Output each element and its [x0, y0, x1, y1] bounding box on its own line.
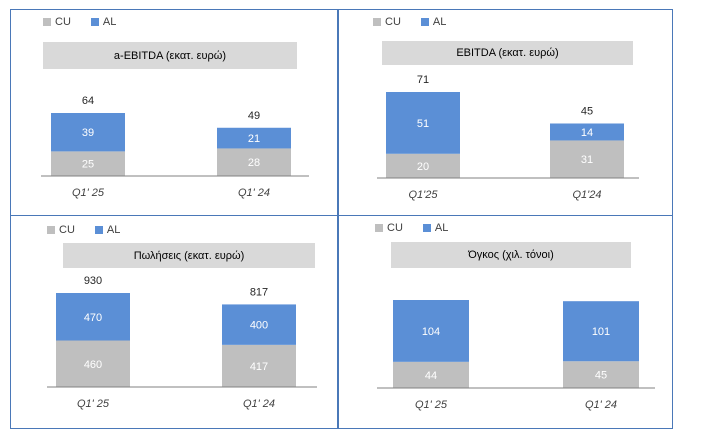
- bar-cu-0: [386, 153, 460, 178]
- bar-al-0: [51, 113, 125, 152]
- chart-panel-volume: CU AL Όγκος (χιλ. τόνοι) 44 104 Q1' 25 45 10…: [338, 215, 673, 429]
- legend-swatch-cu: [373, 18, 381, 26]
- legend-swatch-al: [420, 18, 429, 26]
- data-label-cu-1: 31: [581, 154, 593, 166]
- data-label-al-1: 21: [248, 133, 260, 145]
- total-label-0: 930: [84, 275, 102, 287]
- data-label-al-1: 400: [250, 320, 268, 332]
- legend-label-cu: CU: [59, 224, 75, 236]
- legend-item-al: AL: [94, 224, 121, 236]
- bar-cu-1: [217, 148, 291, 176]
- legend-label-cu: CU: [55, 16, 71, 28]
- data-label-al-0: 470: [84, 312, 102, 324]
- legend-item-cu: CU: [373, 16, 401, 28]
- legend-label-al: AL: [434, 222, 449, 234]
- data-label-al-0: 39: [82, 127, 94, 139]
- legend-item-al: AL: [422, 222, 449, 234]
- total-label-1: 45: [581, 105, 593, 117]
- legend-item-cu: CU: [47, 224, 75, 236]
- category-label-0: Q1' 25: [72, 187, 105, 199]
- legend-label-cu: CU: [385, 16, 401, 28]
- chart-plot: 44 104 Q1' 25 45 101 Q1' 24: [377, 300, 655, 411]
- chart-title: a-EBITDA (εκατ. ευρώ): [43, 42, 297, 69]
- bar-cu-1: [550, 140, 624, 178]
- data-label-al-1: 101: [592, 326, 610, 338]
- bar-cu-0: [51, 151, 125, 176]
- bar-cu-0: [393, 361, 469, 388]
- data-label-cu-1: 28: [248, 157, 260, 169]
- legend-label-al: AL: [106, 224, 121, 236]
- category-label-1: Q1' 24: [238, 187, 270, 199]
- bar-cu-1: [222, 344, 296, 387]
- category-label-1: Q1' 24: [585, 399, 617, 411]
- bar-al-1: [217, 127, 291, 149]
- chart-legend: CU AL: [43, 16, 136, 28]
- bar-al-0: [56, 293, 130, 341]
- legend-item-al: AL: [90, 16, 117, 28]
- category-label-0: Q1' 25: [415, 399, 448, 411]
- legend-swatch-cu: [47, 226, 55, 234]
- chart-plot: 460 470 930 Q1' 25 417 400 817 Q1' 24: [47, 275, 317, 410]
- total-label-0: 71: [417, 74, 429, 86]
- bar-cu-1: [563, 361, 639, 388]
- legend-label-al: AL: [432, 16, 447, 28]
- bar-al-0: [393, 300, 469, 362]
- legend-swatch-al: [90, 18, 99, 26]
- legend-label-al: AL: [102, 16, 117, 28]
- bar-al-1: [550, 123, 624, 141]
- bar-al-1: [563, 301, 639, 362]
- legend-item-al: AL: [420, 16, 447, 28]
- chart-legend: CU AL: [47, 224, 140, 236]
- data-label-cu-0: 20: [417, 161, 429, 173]
- chart-legend: CU AL: [375, 222, 468, 234]
- legend-swatch-cu: [375, 224, 383, 232]
- chart-title: Όγκος (χιλ. τόνοι): [391, 242, 631, 268]
- data-label-al-1: 14: [581, 127, 593, 139]
- category-label-0: Q1' 25: [77, 398, 110, 410]
- data-label-al-0: 104: [422, 326, 440, 338]
- total-label-0: 64: [82, 95, 94, 107]
- chart-legend: CU AL: [373, 16, 466, 28]
- chart-plot: 20 51 71 Q1'25 31 14 45 Q1'24: [377, 74, 639, 201]
- data-label-cu-0: 44: [425, 370, 437, 382]
- bar-al-0: [386, 92, 460, 154]
- bar-al-1: [222, 304, 296, 345]
- data-label-cu-1: 417: [250, 361, 268, 373]
- chart-plot: 25 39 64 Q1' 25 28 21 49 Q1' 24: [41, 95, 309, 199]
- legend-swatch-al: [94, 226, 103, 234]
- category-label-1: Q1'24: [572, 189, 601, 201]
- bar-cu-0: [56, 340, 130, 387]
- chart-panel-ebitda: CU AL EBITDA (εκατ. ευρώ) 20 51 71 Q1'25 31 1…: [338, 9, 673, 216]
- category-label-1: Q1' 24: [243, 398, 275, 410]
- category-label-0: Q1'25: [408, 189, 438, 201]
- legend-label-cu: CU: [387, 222, 403, 234]
- data-label-cu-1: 45: [595, 370, 607, 382]
- data-label-cu-0: 460: [84, 359, 102, 371]
- chart-title: Πωλήσεις (εκατ. ευρώ): [63, 243, 315, 268]
- chart-panel-sales: CU AL Πωλήσεις (εκατ. ευρώ) 460 470 930 Q1'…: [10, 215, 338, 429]
- legend-item-cu: CU: [375, 222, 403, 234]
- total-label-1: 817: [250, 286, 268, 298]
- legend-swatch-cu: [43, 18, 51, 26]
- chart-panel-a-ebitda: CU AL a-EBITDA (εκατ. ευρώ) 25 39 64 Q1' 25…: [10, 9, 338, 216]
- data-label-al-0: 51: [417, 118, 429, 130]
- legend-item-cu: CU: [43, 16, 71, 28]
- chart-title: EBITDA (εκατ. ευρώ): [382, 41, 633, 65]
- total-label-1: 49: [248, 110, 260, 122]
- data-label-cu-0: 25: [82, 159, 94, 171]
- legend-swatch-al: [422, 224, 431, 232]
